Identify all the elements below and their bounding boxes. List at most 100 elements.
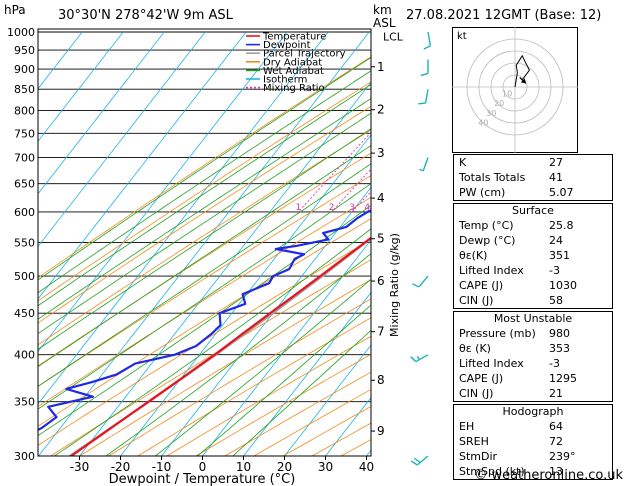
x-tick-label: -10 [152, 460, 172, 474]
mixing-ratio-axis-title: Mixing Ratio (g/kg) [388, 233, 401, 337]
mixing-ratio-label: 1 [296, 203, 302, 213]
isotherm-line [38, 31, 206, 248]
x-axis-title: Dewpoint / Temperature (°C) [109, 472, 296, 486]
mixing-ratio-label: 2 [329, 203, 335, 213]
pressure-tick-label: 750 [14, 127, 35, 140]
wet-adiabat-line [197, 304, 371, 456]
basic-index-row: K 27 [454, 155, 612, 170]
basic-index-value: 5.07 [549, 186, 574, 199]
legend-label: Mixing Ratio [263, 83, 325, 94]
altitude-tick-label: 5 [377, 232, 385, 246]
lcl-label: LCL [383, 30, 404, 43]
hodograph-indices-box: Hodograph EH 64 SREH 72 StmDir 239° StmSpd (kt)… [453, 404, 613, 480]
x-tick-label: -30 [70, 460, 90, 474]
surface-value: 24 [549, 234, 563, 247]
pressure-tick-label: 300 [14, 450, 35, 463]
wet-adiabat-line [38, 98, 371, 320]
altitude-tick-label: 2 [377, 103, 385, 117]
dewpoint-line [38, 209, 371, 432]
altitude-tick-label: 6 [377, 274, 385, 288]
hodograph-index-row: StmDir 239° [454, 449, 612, 464]
hodograph-index-row: EH 64 [454, 419, 612, 434]
hodograph-ring-label: 20 [494, 99, 504, 108]
hodograph-index-value: 239° [549, 450, 576, 463]
legend-label: Isotherm [263, 75, 307, 86]
most-unstable-value: -3 [549, 357, 560, 370]
mixing-ratio-label: 3 [349, 203, 355, 213]
dry-adiabat-line [137, 317, 371, 456]
wet-adiabat-line [38, 70, 371, 294]
wind-barb [412, 275, 429, 288]
hodograph-ring-label: 40 [478, 118, 488, 127]
surface-value: 1030 [549, 279, 577, 292]
hodograph-box-title: Hodograph [502, 405, 564, 418]
wind-barb [410, 455, 429, 466]
wet-adiabat-line [38, 84, 371, 307]
isotherm-line [38, 31, 288, 353]
hodograph-index-key: StmSpd (kt) [459, 465, 525, 478]
surface-row: Temp (°C) 25.8 [454, 218, 612, 233]
pressure-tick-label: 900 [14, 63, 35, 76]
mixing-ratio-label: 15 [437, 203, 448, 213]
legend-label: Temperature [262, 32, 326, 43]
hodograph-index-value: 64 [549, 420, 563, 433]
isotherm-line [79, 81, 371, 456]
surface-row: CAPE (J) 1030 [454, 278, 612, 293]
storm-motion-arrowhead [520, 78, 526, 84]
most-unstable-title: Most Unstable [493, 312, 573, 325]
hodograph-index-row: SREH 72 [454, 434, 612, 449]
pressure-tick-label: 550 [14, 237, 35, 250]
altitude-tick-label: 1 [377, 60, 385, 74]
isotherm-line [38, 31, 83, 90]
most-unstable-row: θε (K) 353 [454, 341, 612, 356]
altitude-tick-label: 8 [377, 373, 385, 387]
hodograph-trace [514, 54, 530, 88]
wet-adiabat-line [105, 253, 371, 456]
basic-index-row: Totals Totals 41 [454, 170, 612, 185]
basic-index-key: K [459, 156, 467, 169]
surface-value: -3 [549, 264, 560, 277]
dry-adiabat-line [38, 105, 371, 324]
basic-index-value: 41 [549, 171, 563, 184]
mixing-ratio-label: 8 [403, 203, 409, 213]
plot-frame [37, 28, 372, 457]
pressure-tick-label: 800 [14, 105, 35, 118]
surface-row: Dewp (°C) 24 [454, 233, 612, 248]
dry-adiabat-line [166, 335, 371, 456]
mixing-ratio-label: 6 [386, 203, 392, 213]
pressure-tick-label: 350 [14, 396, 35, 409]
legend-label: Wet Adiabat [263, 66, 324, 77]
dry-adiabat-line [38, 218, 371, 427]
dry-adiabat-line [38, 81, 371, 302]
most-unstable-row: Pressure (mb) 980 [454, 326, 612, 341]
hodograph-index-key: StmDir [459, 450, 498, 463]
isotherm-line [243, 291, 371, 456]
wind-barb [420, 59, 429, 77]
basic-index-key: PW (cm) [459, 186, 506, 199]
hodograph-index-key: EH [459, 420, 475, 433]
surface-key: CIN (J) [459, 294, 494, 307]
altitude-tick-label: 9 [377, 424, 385, 438]
surface-value: 25.8 [549, 219, 574, 232]
dry-adiabat-line [78, 279, 371, 456]
most-unstable-value: 21 [549, 387, 563, 400]
wind-barb [419, 157, 429, 172]
wet-adiabat-line [38, 145, 371, 368]
most-unstable-key: θε (K) [459, 342, 491, 355]
wet-adiabat-line [232, 329, 371, 456]
datetime-title: 27.08.2021 12GMT (Base: 12) [406, 8, 601, 23]
most-unstable-row: Lifted Index -3 [454, 356, 612, 371]
wet-adiabat-line [38, 163, 371, 387]
hodograph-unit-label: kt [457, 31, 467, 42]
legend-label: Dry Adiabat [263, 57, 322, 68]
isotherm-line [284, 344, 371, 456]
basic-index-key: Totals Totals [459, 171, 526, 184]
surface-key: Temp (°C) [459, 219, 514, 232]
isotherm-line [38, 31, 247, 300]
mixing-ratio-label: 4 [364, 203, 370, 213]
mixing-ratio-line [298, 131, 371, 213]
surface-row: θε(K) 351 [454, 248, 612, 263]
indices-panel: K 27 Totals Totals 41 PW (cm) 5.07 Surface Tem… [453, 154, 613, 482]
